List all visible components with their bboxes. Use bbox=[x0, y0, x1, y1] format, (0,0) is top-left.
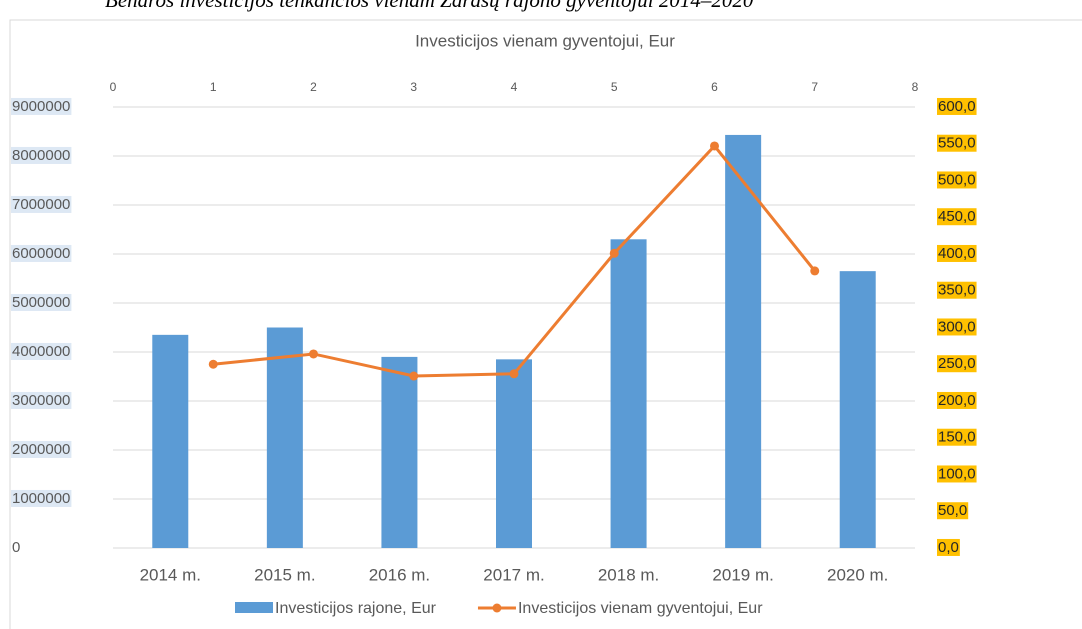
label-highlight bbox=[11, 293, 72, 311]
x-tick-label: 2018 m. bbox=[598, 565, 659, 584]
label-highlight bbox=[11, 489, 72, 507]
label-highlight bbox=[937, 538, 960, 556]
y2-tick-label: 50,0 bbox=[938, 502, 967, 519]
y2-tick-label: 350,0 bbox=[938, 282, 976, 299]
y2-tick-label: 550,0 bbox=[938, 135, 976, 152]
label-highlight bbox=[937, 391, 977, 409]
label-highlight bbox=[11, 391, 72, 409]
x-tick-label: 2015 m. bbox=[254, 565, 315, 584]
y2-tick-label: 450,0 bbox=[938, 208, 976, 225]
bar bbox=[266, 327, 303, 548]
y2-tick-label: 600,0 bbox=[938, 98, 976, 115]
point bbox=[208, 359, 218, 369]
y2-tick-label: 150,0 bbox=[938, 429, 976, 446]
y2-tick-label: 0,0 bbox=[938, 539, 959, 556]
label-highlight bbox=[937, 318, 977, 336]
x-tick-label: 2019 m. bbox=[712, 565, 773, 584]
x2-tick-label: 5 bbox=[611, 80, 618, 94]
point bbox=[609, 248, 619, 258]
label-highlight bbox=[11, 195, 72, 213]
label-highlight bbox=[11, 244, 72, 262]
legend-swatch bbox=[492, 603, 502, 613]
chart-frame bbox=[9, 19, 1082, 629]
x2-tick-label: 6 bbox=[711, 80, 718, 94]
legend-swatch bbox=[235, 602, 273, 613]
y2-tick-label: 250,0 bbox=[938, 355, 976, 372]
x-tick-label: 2014 m. bbox=[140, 565, 201, 584]
x2-tick-label: 8 bbox=[912, 80, 919, 94]
label-highlight bbox=[937, 355, 977, 373]
label-highlight bbox=[937, 134, 977, 152]
y2-tick-label: 100,0 bbox=[938, 465, 976, 482]
label-highlight bbox=[11, 97, 72, 115]
point bbox=[509, 369, 519, 379]
label-highlight bbox=[937, 465, 977, 483]
x-tick-label: 2020 m. bbox=[827, 565, 888, 584]
y-tick-label: 7000000 bbox=[12, 196, 70, 213]
label-highlight bbox=[937, 97, 977, 115]
y-tick-label: 4000000 bbox=[12, 343, 70, 360]
label-highlight bbox=[937, 502, 969, 520]
label-highlight bbox=[11, 342, 72, 360]
y-tick-label: 8000000 bbox=[12, 147, 70, 164]
y-tick-label: 9000000 bbox=[12, 98, 70, 115]
x2-tick-label: 7 bbox=[811, 80, 818, 94]
line bbox=[213, 143, 816, 378]
legend-label: Investicijos rajone, Eur bbox=[275, 600, 437, 617]
point bbox=[810, 266, 820, 276]
label-highlight bbox=[11, 440, 72, 458]
y2-tick-label: 200,0 bbox=[938, 392, 976, 409]
y-tick-label: 5000000 bbox=[12, 294, 70, 311]
point bbox=[409, 371, 419, 381]
y2-tick-label: 400,0 bbox=[938, 245, 976, 262]
point bbox=[309, 349, 318, 359]
bar bbox=[610, 239, 647, 549]
legend-label: Investicijos vienam gyventojui, Eur bbox=[518, 600, 763, 617]
y-tick-label: 2000000 bbox=[12, 441, 70, 458]
bar bbox=[496, 359, 532, 548]
y-tick-label: 0 bbox=[12, 539, 20, 556]
point bbox=[710, 141, 719, 151]
x-tick-label: 2016 m. bbox=[369, 565, 430, 584]
bar bbox=[725, 134, 762, 548]
bar bbox=[839, 271, 876, 548]
label-highlight bbox=[937, 281, 977, 299]
y-tick-label: 1000000 bbox=[12, 490, 70, 507]
y2-tick-label: 300,0 bbox=[938, 318, 976, 335]
x2-tick-label: 3 bbox=[410, 80, 417, 94]
label-highlight bbox=[11, 146, 72, 164]
y-tick-label: 6000000 bbox=[12, 245, 70, 262]
x2-tick-label: 0 bbox=[110, 80, 117, 94]
x-tick-label: 2017 m. bbox=[483, 565, 544, 584]
y2-tick-label: 500,0 bbox=[938, 171, 976, 188]
y-tick-label: 3000000 bbox=[12, 392, 70, 409]
label-highlight bbox=[937, 428, 977, 446]
x2-tick-label: 1 bbox=[210, 80, 217, 94]
label-highlight bbox=[937, 171, 977, 189]
x2-tick-label: 4 bbox=[511, 80, 518, 94]
caption: Bendros investicijos tenkančios vienam Z… bbox=[105, 0, 754, 12]
label-highlight bbox=[937, 208, 977, 226]
bar bbox=[152, 334, 189, 548]
bar bbox=[381, 356, 418, 548]
chart-title: Investicijos vienam gyventojui, Eur bbox=[415, 31, 675, 50]
x2-tick-label: 2 bbox=[310, 80, 317, 94]
label-highlight bbox=[937, 244, 977, 262]
